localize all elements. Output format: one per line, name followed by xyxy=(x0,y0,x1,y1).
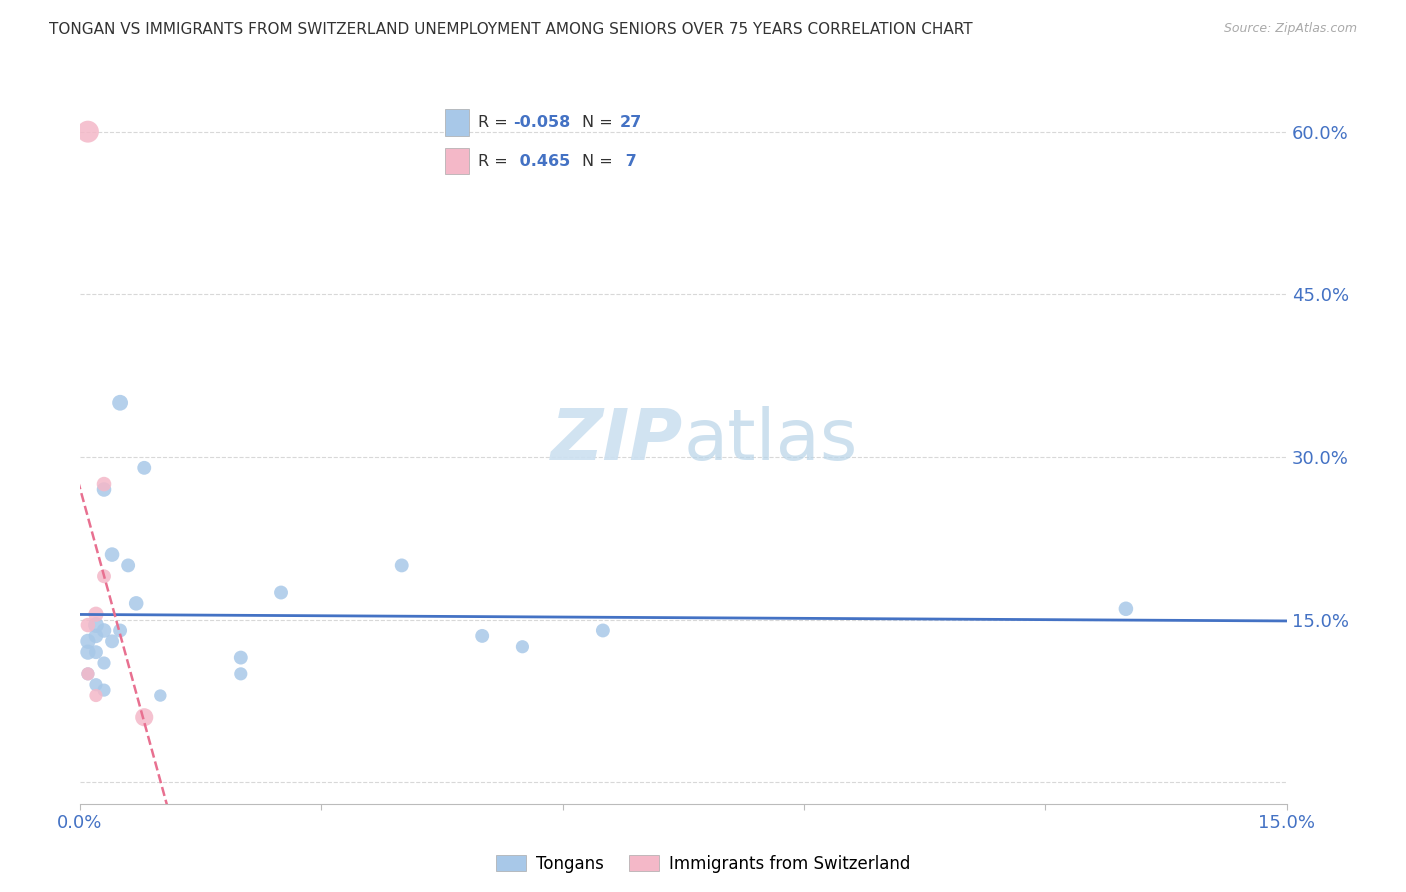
Point xyxy=(77,618,100,632)
Point xyxy=(471,629,494,643)
Point xyxy=(84,618,107,632)
Point xyxy=(592,624,614,638)
Point xyxy=(512,640,534,654)
Point xyxy=(93,483,115,497)
Point xyxy=(84,689,107,703)
Point xyxy=(101,634,124,648)
Point xyxy=(77,666,100,681)
Point xyxy=(101,548,124,562)
Point xyxy=(84,629,107,643)
Point xyxy=(117,558,139,573)
Point xyxy=(134,710,156,724)
Point xyxy=(149,689,172,703)
Point xyxy=(93,656,115,670)
Point xyxy=(93,624,115,638)
Point xyxy=(84,678,107,692)
Point xyxy=(93,477,115,491)
Point xyxy=(84,645,107,659)
Text: Source: ZipAtlas.com: Source: ZipAtlas.com xyxy=(1223,22,1357,36)
Point xyxy=(270,585,292,599)
Point xyxy=(84,607,107,622)
Point xyxy=(108,624,131,638)
Point xyxy=(125,596,148,610)
Legend: Tongans, Immigrants from Switzerland: Tongans, Immigrants from Switzerland xyxy=(489,848,917,880)
Point xyxy=(229,666,252,681)
Point xyxy=(77,645,100,659)
Point xyxy=(1115,602,1137,616)
Text: ZIP: ZIP xyxy=(551,406,683,475)
Point xyxy=(229,650,252,665)
Point xyxy=(134,460,156,475)
Point xyxy=(77,666,100,681)
Text: TONGAN VS IMMIGRANTS FROM SWITZERLAND UNEMPLOYMENT AMONG SENIORS OVER 75 YEARS C: TONGAN VS IMMIGRANTS FROM SWITZERLAND UN… xyxy=(49,22,973,37)
Point xyxy=(77,634,100,648)
Point xyxy=(108,396,131,410)
Point xyxy=(93,569,115,583)
Text: atlas: atlas xyxy=(683,406,858,475)
Point xyxy=(391,558,413,573)
Point xyxy=(93,683,115,698)
Point xyxy=(77,125,100,139)
